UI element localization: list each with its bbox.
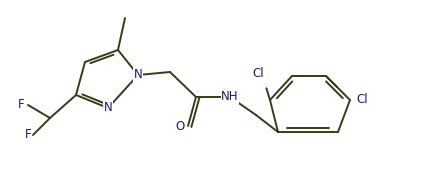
Text: F: F [25, 129, 31, 142]
Text: NH: NH [221, 90, 238, 104]
Text: Cl: Cl [355, 94, 367, 106]
Text: Cl: Cl [252, 68, 263, 81]
Text: F: F [17, 98, 24, 111]
Text: N: N [133, 68, 142, 81]
Text: N: N [104, 102, 112, 115]
Text: O: O [175, 119, 184, 132]
